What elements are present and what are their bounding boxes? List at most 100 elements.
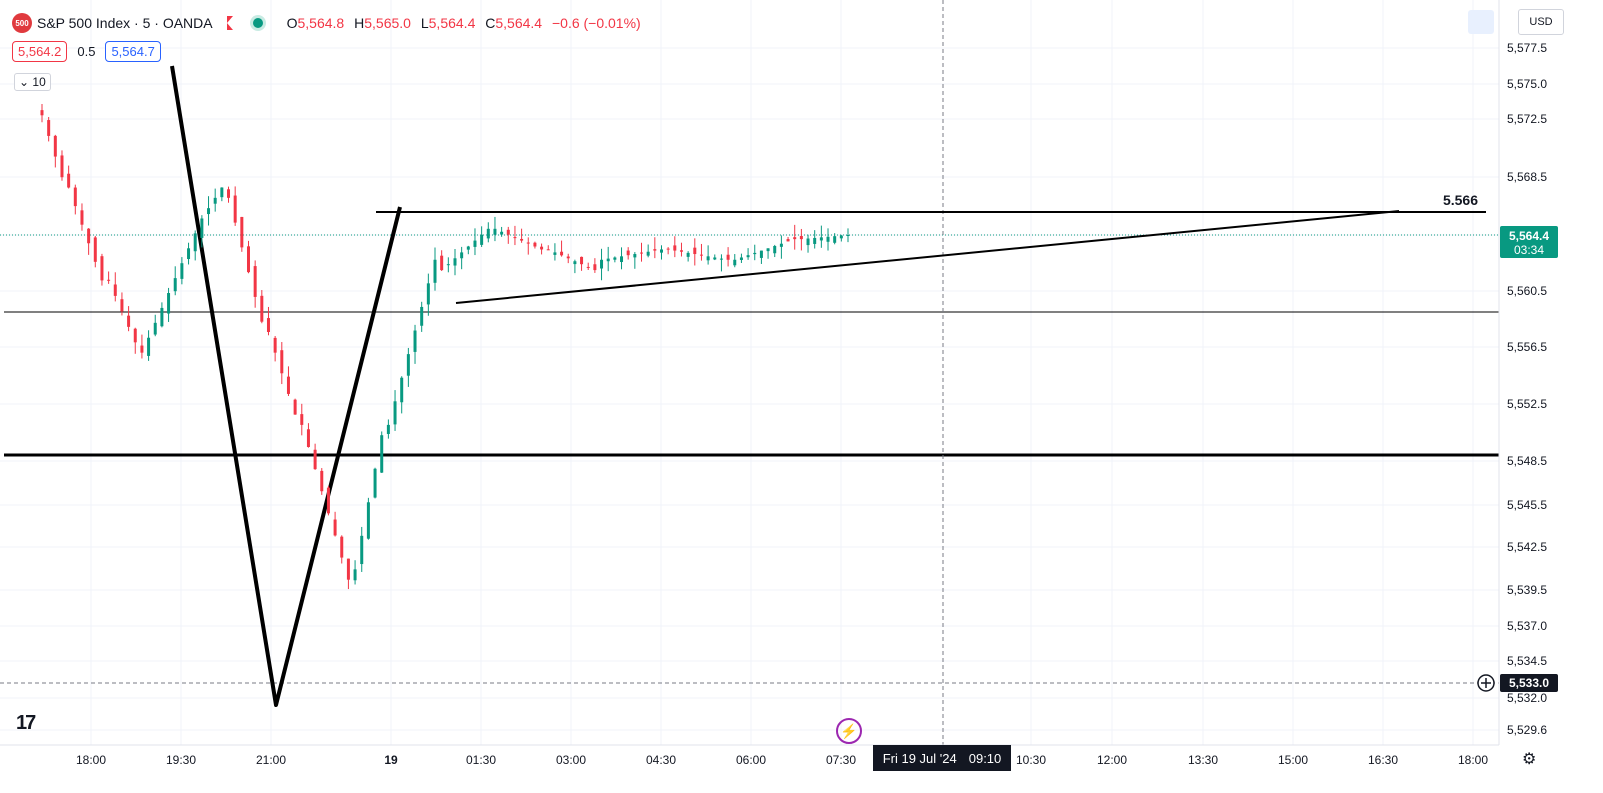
y-tick-label: 5,539.5 (1507, 583, 1547, 597)
candle-body (120, 299, 124, 312)
x-tick-label: 03:00 (556, 753, 586, 767)
currency-select[interactable]: USD (1518, 9, 1564, 35)
candle-body (380, 435, 384, 473)
x-tick-label: 18:00 (76, 753, 106, 767)
y-tick-label: 5,560.5 (1507, 284, 1547, 298)
candle-body (626, 250, 630, 256)
candle-body (413, 330, 417, 352)
candle-body (526, 242, 530, 244)
candle-body (453, 258, 457, 266)
candle-body (220, 187, 224, 198)
candle-body (326, 487, 330, 514)
x-tick-label: 19:30 (166, 753, 196, 767)
y-tick-label: 5,534.5 (1507, 654, 1547, 668)
candle-body (806, 238, 810, 246)
candle-body (53, 135, 57, 157)
crosshair-price-bg (1500, 674, 1558, 692)
countdown-label: 03:34 (1514, 243, 1544, 257)
y-tick-label: 5,548.5 (1507, 454, 1547, 468)
candle-body (613, 257, 617, 260)
candle-body (779, 243, 783, 247)
candle-body (480, 234, 484, 245)
candle-body (240, 216, 244, 248)
candle-body (759, 250, 763, 258)
ohlc-values: O5,564.8 H5,565.0 L5,564.4 C5,564.4 −0.6… (286, 15, 641, 31)
candle-body (187, 248, 191, 260)
candle-body (659, 249, 663, 253)
candle-body (673, 245, 677, 251)
candle-body (167, 293, 171, 314)
candle-body (306, 429, 310, 448)
candle-body (733, 259, 737, 266)
candle-body (693, 247, 697, 255)
indicators-collapse-button[interactable]: ⌄ 10 (14, 73, 51, 91)
candle-body (580, 256, 584, 265)
x-tick-label: 10:30 (1016, 753, 1046, 767)
gear-icon[interactable]: ⚙ (1522, 751, 1537, 768)
symbol-title[interactable]: S&P 500 Index · 5 · OANDA (37, 15, 213, 31)
candle-body (666, 248, 670, 250)
x-tick-label: 06:00 (736, 753, 766, 767)
candle-body (500, 231, 504, 235)
candle-body (540, 246, 544, 250)
candle-body (766, 248, 770, 252)
candle-body (253, 266, 257, 297)
candle-body (640, 252, 644, 254)
candle-body (353, 569, 357, 581)
candle-body (826, 236, 830, 242)
candle-body (246, 246, 250, 273)
candle-body (713, 257, 717, 260)
candle-body (553, 252, 557, 255)
candle-body (653, 249, 657, 251)
y-tick-label: 5,542.5 (1507, 540, 1547, 554)
candle-body (620, 256, 624, 263)
flag-icon[interactable] (226, 16, 233, 30)
candle-body (819, 237, 823, 241)
candle-body (646, 251, 650, 256)
trendline-annotation: 5.566 (1443, 192, 1478, 208)
x-tick-label: 21:00 (256, 753, 286, 767)
tradingview-logo-icon[interactable]: 17 (16, 712, 36, 734)
price-change: −0.6 (−0.01%) (551, 15, 641, 31)
candle-body (333, 519, 337, 536)
candle-body (60, 155, 64, 178)
candle-body (233, 195, 237, 223)
candle-body (426, 283, 430, 305)
spread-value: 0.5 (77, 44, 96, 59)
sell-button[interactable]: 5,564.2 (12, 41, 68, 62)
candle-body (686, 252, 690, 257)
y-tick-label: 5,545.5 (1507, 498, 1547, 512)
y-tick-label: 5,572.5 (1507, 112, 1547, 126)
candle-body (193, 233, 197, 252)
fullscreen-button[interactable] (1468, 10, 1494, 34)
candle-body (786, 239, 790, 242)
candle-body (433, 259, 437, 283)
candle-body (600, 259, 604, 269)
candle-body (633, 254, 637, 258)
buy-button[interactable]: 5,564.7 (105, 41, 161, 62)
candle-body (80, 210, 84, 225)
lightning-icon[interactable]: ⚡ (836, 718, 862, 744)
candle-body (127, 315, 131, 327)
candle-body (506, 229, 510, 235)
candle-body (753, 252, 757, 255)
candle-body (47, 120, 51, 136)
candle-body (147, 337, 151, 356)
x-tick-label: 19 (384, 753, 398, 767)
candle-body (67, 173, 71, 188)
symbol-logo-icon: 500 (12, 13, 32, 33)
candle-body (366, 502, 370, 539)
symbol-legend: 500 S&P 500 Index · 5 · OANDA O5,564.8 H… (12, 13, 647, 33)
candle-body (400, 377, 404, 403)
candle-body (466, 246, 470, 250)
candle-body (813, 237, 817, 244)
candle-body (273, 337, 277, 353)
candle-body (213, 197, 217, 204)
candle-body (360, 535, 364, 565)
candle-body (546, 249, 550, 251)
candle-body (839, 235, 843, 239)
candle-body (513, 237, 517, 239)
candle-body (293, 399, 297, 415)
x-tick-label: 13:30 (1188, 753, 1218, 767)
